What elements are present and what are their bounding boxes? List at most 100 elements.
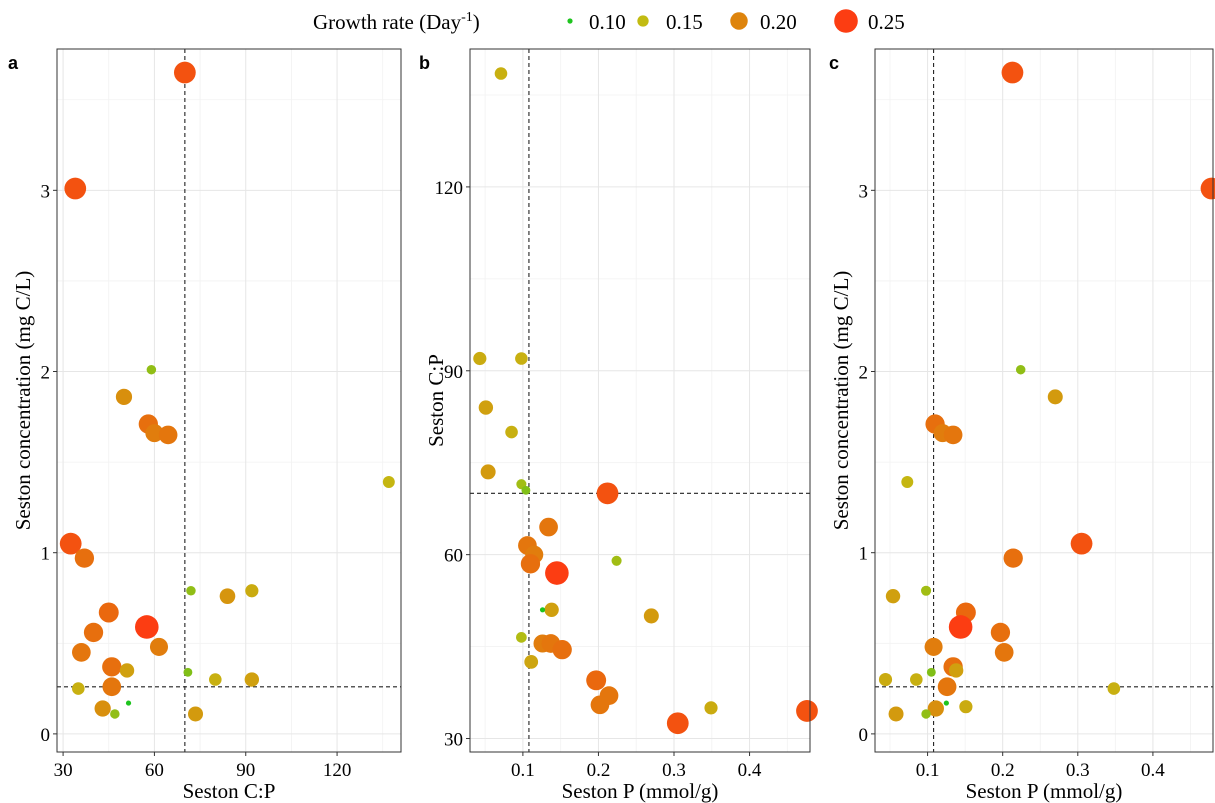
data-point-a-27 <box>125 700 132 706</box>
x-tick-label-b: 0.2 <box>587 760 611 781</box>
y-tick-label-b: 90 <box>444 362 463 383</box>
data-point-a-5 <box>145 424 164 443</box>
data-point-c-18 <box>948 663 964 678</box>
data-point-c-25 <box>959 700 973 714</box>
x-tick-label-c: 0.4 <box>1141 760 1165 781</box>
data-point-c-28 <box>943 700 949 706</box>
data-point-a-0 <box>173 61 196 84</box>
data-point-a-12 <box>245 584 259 598</box>
data-point-b-27 <box>704 701 718 715</box>
x-tick-label-b: 0.3 <box>662 760 686 781</box>
data-point-c-0 <box>1001 61 1024 84</box>
panel-frame-c <box>874 48 1214 753</box>
x-tick-label-a: 60 <box>145 760 164 781</box>
data-point-b-18 <box>516 632 527 643</box>
data-point-c-7 <box>901 476 914 489</box>
data-point-c-27 <box>888 706 904 722</box>
y-tick-label-c: 1 <box>859 544 869 565</box>
panel-frame-b <box>469 48 811 753</box>
data-point-a-14 <box>135 615 159 639</box>
legend: Growth rate (Day-1) 0.10 0.15 0.20 0.25 <box>313 9 905 34</box>
data-point-b-13 <box>545 561 569 585</box>
y-tick-label-a: 0 <box>41 725 51 746</box>
data-point-c-16 <box>994 643 1014 662</box>
legend-title: Growth rate (Day-1) <box>313 10 480 34</box>
data-point-b-29 <box>796 700 818 722</box>
y-tick-label-c: 3 <box>859 181 869 202</box>
x-axis-title-a: Seston C:P <box>183 779 276 803</box>
data-point-c-6 <box>943 425 963 445</box>
data-point-a-2 <box>146 364 157 375</box>
y-tick-label-c: 0 <box>859 725 869 746</box>
data-point-b-23 <box>524 655 539 669</box>
data-point-b-4 <box>505 425 518 439</box>
data-point-c-20 <box>878 672 893 687</box>
data-point-a-7 <box>382 476 395 489</box>
data-point-b-5 <box>480 464 496 480</box>
data-point-a-13 <box>98 602 119 623</box>
data-point-c-21 <box>910 673 923 686</box>
data-point-a-15 <box>83 622 104 643</box>
y-tick-label-a: 3 <box>41 181 51 202</box>
data-point-c-8 <box>1070 532 1093 555</box>
data-point-a-6 <box>158 425 178 445</box>
x-tick-label-a: 90 <box>236 760 255 781</box>
y-tick-label-a: 1 <box>41 544 51 565</box>
y-axis-title-c: Seston concentration (mg C/L) <box>829 271 853 531</box>
panel-a: a 30 60 90 120 0 1 2 3 Seston C:P Seston concentr… <box>8 48 402 803</box>
x-axis-title-b: Seston P (mmol/g) <box>562 779 719 803</box>
data-point-c-3 <box>1047 389 1063 405</box>
data-point-a-19 <box>119 663 135 678</box>
panel-a-tag: a <box>8 53 19 73</box>
data-point-c-22 <box>937 677 957 697</box>
data-point-a-23 <box>72 682 85 695</box>
data-point-a-8 <box>59 532 82 555</box>
data-point-b-16 <box>539 607 546 613</box>
x-tick-label-b: 0.4 <box>738 760 762 781</box>
y-tick-label-b: 30 <box>444 730 463 751</box>
data-point-b-26 <box>590 695 610 715</box>
data-point-c-14 <box>990 622 1011 643</box>
data-point-c-26 <box>921 709 931 719</box>
legend-label-0.15: 0.15 <box>666 10 703 34</box>
data-point-a-28 <box>188 706 204 722</box>
data-point-a-25 <box>94 700 111 717</box>
x-axis-title-c: Seston P (mmol/g) <box>966 779 1123 803</box>
y-axis-title-a: Seston concentration (mg C/L) <box>11 271 35 531</box>
data-point-a-11 <box>219 588 236 604</box>
x-tick-label-b: 0.1 <box>511 760 535 781</box>
legend-label-0.25: 0.25 <box>868 10 905 34</box>
y-tick-label-c: 2 <box>859 363 869 384</box>
data-point-a-26 <box>110 709 120 719</box>
data-point-b-17 <box>643 608 659 624</box>
legend-key-0.20 <box>730 12 748 30</box>
panel-c-tag: c <box>829 53 839 73</box>
data-point-a-9 <box>74 548 95 568</box>
data-point-c-9 <box>1003 548 1023 568</box>
data-point-b-1 <box>473 351 487 366</box>
data-point-b-22 <box>552 639 572 660</box>
y-tick-label-b: 120 <box>435 178 464 199</box>
panel-frame-a <box>56 48 402 753</box>
panel-b-tag: b <box>419 53 430 73</box>
y-tick-label-a: 2 <box>41 363 51 384</box>
data-point-b-12 <box>520 554 541 574</box>
legend-key-0.25 <box>834 9 858 33</box>
data-point-c-24 <box>927 700 944 717</box>
data-point-c-15 <box>924 637 943 656</box>
legend-label-0.20: 0.20 <box>760 10 797 34</box>
data-point-b-9 <box>539 517 558 537</box>
legend-label-0.10: 0.10 <box>589 10 626 34</box>
data-point-b-8 <box>596 482 619 505</box>
legend-key-0.10 <box>567 18 573 24</box>
data-point-b-14 <box>611 555 622 566</box>
data-point-a-22 <box>244 672 260 687</box>
data-point-b-3 <box>478 400 494 415</box>
panel-b: b 0.1 0.2 0.3 0.4 30 60 90 120 Seston P (mmol/g)… <box>419 48 818 803</box>
data-point-a-10 <box>186 585 196 596</box>
data-point-c-23 <box>1107 682 1121 695</box>
data-point-b-28 <box>666 712 689 735</box>
legend-key-0.15 <box>637 15 649 27</box>
x-tick-label-c: 0.3 <box>1066 760 1090 781</box>
